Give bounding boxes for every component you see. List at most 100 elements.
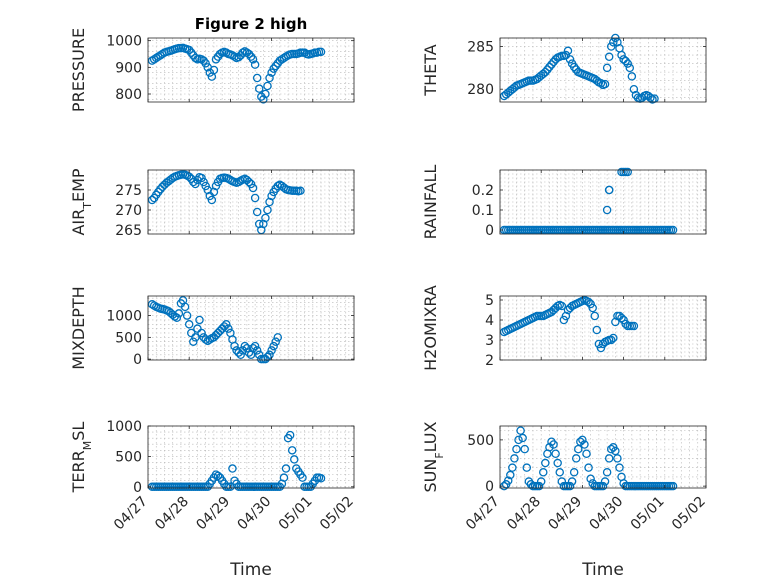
data-point bbox=[646, 93, 655, 102]
data-point bbox=[215, 49, 225, 59]
data-point bbox=[263, 81, 272, 91]
data-point bbox=[219, 322, 229, 331]
data-point bbox=[617, 313, 626, 323]
data-point bbox=[201, 181, 210, 191]
data-point bbox=[250, 60, 260, 69]
data-point bbox=[252, 346, 262, 355]
x-tick-label: 04/29 bbox=[545, 494, 585, 534]
y-tick-label: 1000 bbox=[106, 419, 142, 435]
y-tick-label: 500 bbox=[115, 330, 142, 346]
data-point bbox=[567, 477, 577, 486]
data-point bbox=[520, 444, 529, 454]
y-tick-label: 280 bbox=[467, 82, 494, 98]
data-point bbox=[602, 205, 612, 215]
data-point bbox=[209, 65, 219, 75]
data-point bbox=[316, 474, 326, 483]
data-point bbox=[191, 53, 200, 63]
data-point bbox=[580, 440, 589, 449]
data-point bbox=[254, 84, 264, 93]
data-point bbox=[606, 335, 616, 345]
data-point bbox=[271, 61, 280, 71]
y-tick-label: 0.1 bbox=[472, 203, 494, 219]
subplot-2: 280 285 THETA bbox=[421, 33, 707, 104]
data-point bbox=[261, 213, 270, 223]
series-markers bbox=[147, 170, 305, 235]
data-point bbox=[596, 343, 606, 353]
data-point bbox=[187, 48, 196, 57]
y-tick-label: 900 bbox=[115, 60, 142, 76]
data-point bbox=[230, 52, 239, 61]
data-point bbox=[147, 195, 157, 205]
data-point bbox=[172, 313, 182, 323]
data-point bbox=[609, 38, 618, 47]
subplot-4: 0 0.1 0.2 RAINFALL bbox=[421, 165, 707, 240]
y-tick-label: 3 bbox=[485, 333, 494, 349]
data-point bbox=[228, 464, 237, 473]
x-axis-label: Time bbox=[229, 560, 272, 580]
y-axis-label: RAINFALL bbox=[421, 165, 440, 240]
series-markers bbox=[499, 426, 678, 491]
series-markers bbox=[499, 33, 659, 104]
y-tick-label: 1000 bbox=[106, 309, 142, 325]
data-point bbox=[213, 471, 223, 481]
data-point bbox=[512, 444, 521, 454]
axes-frame bbox=[499, 37, 707, 103]
data-point bbox=[543, 65, 552, 74]
y-tick-label: 1000 bbox=[106, 34, 142, 50]
data-point bbox=[534, 481, 544, 491]
data-point bbox=[563, 46, 573, 56]
data-point bbox=[199, 177, 208, 187]
data-point bbox=[189, 337, 198, 346]
x-tick-label: 04/30 bbox=[235, 494, 275, 534]
data-point bbox=[273, 333, 283, 342]
data-point bbox=[611, 446, 620, 456]
data-point bbox=[571, 454, 581, 463]
data-point bbox=[197, 328, 206, 338]
data-point bbox=[584, 463, 593, 472]
series-markers bbox=[147, 430, 326, 492]
data-point bbox=[510, 454, 519, 463]
data-point bbox=[174, 309, 184, 318]
axes-frame bbox=[147, 169, 355, 235]
x-tick-label: 04/29 bbox=[193, 494, 233, 534]
chart-title: Figure 2 high bbox=[195, 15, 308, 33]
data-point bbox=[621, 56, 630, 66]
data-point bbox=[569, 62, 579, 72]
data-point bbox=[606, 444, 616, 454]
data-point bbox=[184, 172, 194, 182]
data-point bbox=[619, 315, 628, 325]
data-point bbox=[602, 468, 612, 477]
data-point bbox=[195, 315, 204, 325]
data-point bbox=[604, 454, 614, 463]
y-axis-label: THETA bbox=[421, 44, 440, 96]
subplot-6: 2 3 4 5 H2OMIXRA bbox=[421, 285, 707, 371]
data-point bbox=[201, 59, 210, 68]
data-point bbox=[602, 63, 612, 73]
x-axis-label: Time bbox=[581, 560, 624, 580]
data-point bbox=[545, 62, 554, 72]
data-point bbox=[623, 59, 632, 68]
subplot-3: 265 270 275 AIRTEMP bbox=[69, 168, 355, 239]
y-tick-label: 500 bbox=[115, 449, 142, 465]
y-tick-label: 5 bbox=[485, 293, 494, 309]
data-point bbox=[240, 341, 250, 351]
data-point bbox=[627, 72, 637, 81]
data-point bbox=[518, 433, 527, 443]
data-point bbox=[565, 481, 575, 491]
y-tick-label: 800 bbox=[115, 87, 142, 103]
data-point bbox=[234, 348, 243, 357]
data-point bbox=[615, 463, 624, 472]
data-point bbox=[230, 341, 239, 351]
y-axis-label: AIRTEMP bbox=[69, 168, 94, 235]
data-point bbox=[252, 207, 262, 217]
plot-area bbox=[148, 426, 354, 488]
data-point bbox=[596, 78, 606, 88]
data-point bbox=[613, 454, 622, 463]
series-markers bbox=[147, 296, 283, 364]
data-point bbox=[238, 48, 248, 57]
data-point bbox=[281, 464, 291, 473]
subplot-7: 04/27 04/28 04/29 04/30 05/01 05/02 0 500 1000 TE… bbox=[69, 419, 357, 580]
data-point bbox=[541, 67, 550, 77]
subplot-1: 800 900 1000 PRESSURE Figure 2 high bbox=[69, 15, 355, 112]
